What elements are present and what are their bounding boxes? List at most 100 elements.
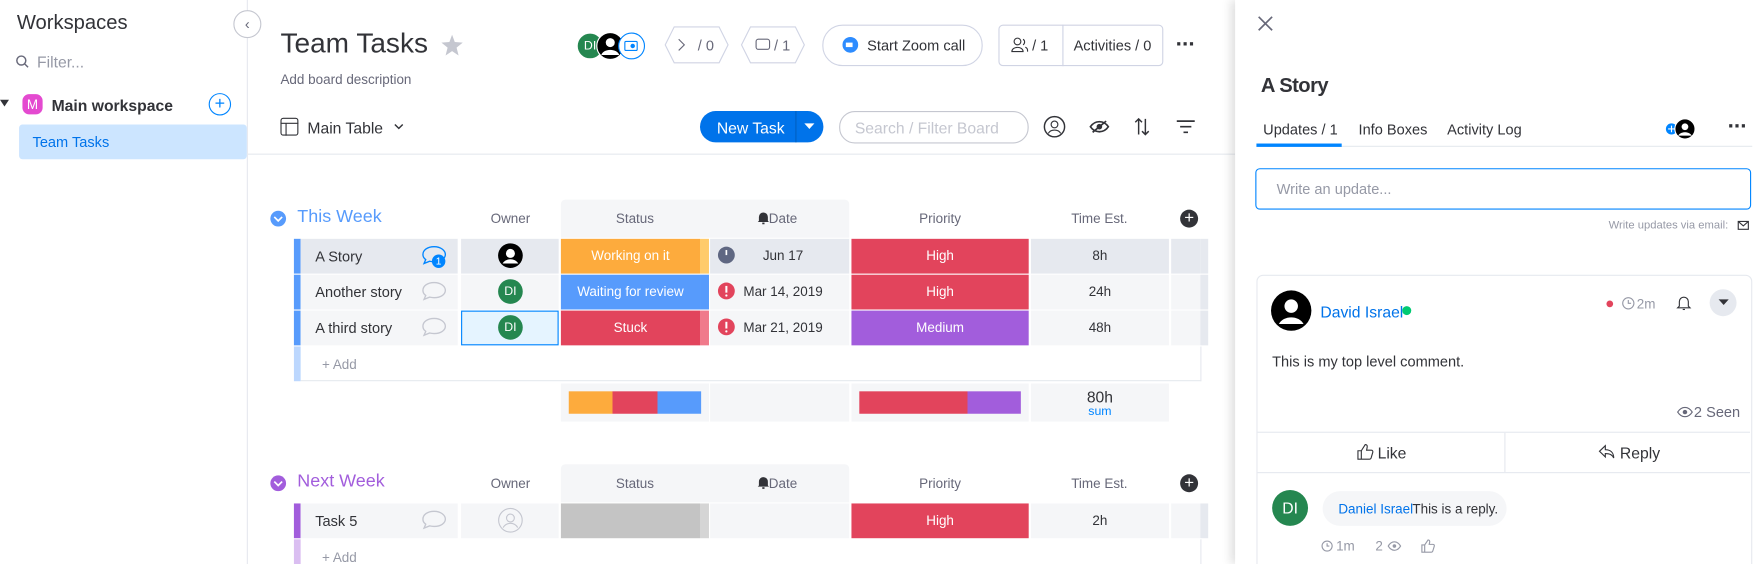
workspace-name[interactable]: Main workspace xyxy=(51,96,173,115)
time-cell[interactable]: 2h xyxy=(1030,503,1169,539)
status-summary xyxy=(568,391,702,414)
hide-icon[interactable] xyxy=(1089,120,1110,133)
summary-label: sum xyxy=(1088,404,1112,419)
updates-count[interactable]: 1 xyxy=(431,254,446,268)
end-cell xyxy=(1171,503,1201,539)
subscribers-icon[interactable] xyxy=(1665,118,1696,140)
more-menu[interactable]: ··· xyxy=(1175,32,1196,58)
person-filter[interactable] xyxy=(1043,115,1066,138)
board-item[interactable] xyxy=(19,124,247,160)
status-cell[interactable] xyxy=(560,503,701,539)
members-count: / 1 xyxy=(1032,37,1049,54)
zoom-button[interactable] xyxy=(822,24,983,67)
integrations-button[interactable] xyxy=(664,26,729,64)
add-row[interactable] xyxy=(300,346,1202,382)
star-icon[interactable] xyxy=(441,34,463,56)
column-header: Owner xyxy=(490,475,531,492)
zoom-label[interactable]: Start Zoom call xyxy=(867,37,966,54)
author-avatar[interactable] xyxy=(1271,290,1312,331)
item-name[interactable]: Task 5 xyxy=(315,512,358,530)
board-name[interactable]: Team Tasks xyxy=(32,133,110,151)
reply-seen-count[interactable]: 2 xyxy=(1375,538,1383,554)
date[interactable]: Mar 21, 2019 xyxy=(743,319,823,336)
date[interactable]: Mar 14, 2019 xyxy=(743,283,823,300)
status-cell[interactable]: Working on it xyxy=(560,238,701,274)
item-name[interactable]: Another story xyxy=(315,283,402,301)
end-cell xyxy=(1200,503,1209,539)
dropdown-arrow[interactable] xyxy=(804,123,815,130)
column-header: Time Est. xyxy=(1071,475,1128,492)
time-cell[interactable]: 48h xyxy=(1030,310,1169,346)
add-column[interactable]: + xyxy=(1180,209,1199,228)
status-cell[interactable]: Stuck xyxy=(560,310,701,346)
board-description[interactable]: Add board description xyxy=(280,71,412,88)
reply-icon[interactable] xyxy=(1598,444,1615,459)
header-bg xyxy=(560,199,850,238)
name-cell xyxy=(300,274,458,310)
filter-icon[interactable] xyxy=(1176,120,1195,134)
reply-avatar[interactable]: DI xyxy=(1272,489,1309,526)
divider xyxy=(1504,432,1506,473)
group-toggle[interactable] xyxy=(270,475,287,492)
group-toggle[interactable] xyxy=(270,210,287,227)
owner-avatar[interactable]: DI xyxy=(498,279,523,304)
new-task-button[interactable] xyxy=(700,111,824,143)
row-marker xyxy=(293,310,301,346)
post-menu[interactable] xyxy=(1709,289,1737,317)
add-button[interactable]: + xyxy=(208,93,232,116)
panel-menu[interactable]: ··· xyxy=(1727,114,1748,140)
tab[interactable]: Activity Log xyxy=(1447,121,1522,138)
search-input[interactable] xyxy=(839,111,1029,144)
row-marker xyxy=(293,238,301,274)
column-header: Owner xyxy=(490,210,531,227)
item-name[interactable]: A third story xyxy=(315,319,393,337)
add-item[interactable]: + Add xyxy=(321,549,357,564)
priority-cell[interactable]: High xyxy=(851,503,1029,539)
priority-cell[interactable]: Medium xyxy=(851,310,1029,346)
update-input[interactable] xyxy=(1255,168,1752,210)
post-author[interactable]: David Israel xyxy=(1320,302,1404,321)
email-icon[interactable] xyxy=(1737,220,1749,230)
collapse-button[interactable]: ‹ xyxy=(233,10,262,39)
post-time: 2m xyxy=(1636,296,1656,312)
reply-bubble xyxy=(1322,491,1507,526)
new-task-label[interactable]: New Task xyxy=(716,118,785,137)
seen-count[interactable]: 2 Seen xyxy=(1693,403,1741,421)
bell-icon[interactable] xyxy=(1676,295,1692,311)
email-hint[interactable]: Write updates via email: xyxy=(1608,219,1729,233)
sort-icon[interactable] xyxy=(1134,117,1150,136)
column-header: Priority xyxy=(919,475,962,492)
priority-cell[interactable]: High xyxy=(851,274,1029,310)
automations-button[interactable] xyxy=(740,26,805,64)
reply-author[interactable]: Daniel Israel xyxy=(1338,501,1414,517)
owner-avatar[interactable]: DI xyxy=(498,315,523,340)
add-item[interactable]: + Add xyxy=(321,356,357,373)
close-button[interactable] xyxy=(1258,16,1273,31)
reply-button[interactable]: Reply xyxy=(1619,444,1661,462)
like-icon[interactable] xyxy=(1421,539,1435,553)
tab[interactable]: Info Boxes xyxy=(1358,121,1428,138)
like-icon[interactable] xyxy=(1357,444,1374,460)
item-name[interactable]: A Story xyxy=(315,247,363,265)
status-cell[interactable]: Waiting for review xyxy=(560,274,701,310)
activities-count[interactable]: Activities / 0 xyxy=(1073,37,1152,54)
update-placeholder: Write an update... xyxy=(1276,180,1392,198)
add-column[interactable]: + xyxy=(1180,474,1199,493)
like-button[interactable]: Like xyxy=(1377,444,1407,462)
time-total: 80h xyxy=(1086,387,1114,406)
members-box[interactable] xyxy=(998,24,1164,67)
viewer-icon[interactable] xyxy=(618,32,646,60)
group-name[interactable]: Next Week xyxy=(297,472,385,492)
add-row[interactable] xyxy=(301,539,1202,564)
group-name[interactable]: This Week xyxy=(297,207,382,227)
time-cell[interactable]: 8h xyxy=(1030,238,1169,274)
priority-cell[interactable]: High xyxy=(851,238,1029,274)
unread-dot xyxy=(1606,300,1614,308)
filter-input[interactable]: Filter... xyxy=(37,52,85,71)
time-cell[interactable]: 24h xyxy=(1030,274,1169,310)
date[interactable]: Jun 17 xyxy=(762,247,804,264)
view-name[interactable]: Main Table xyxy=(307,118,384,137)
tab[interactable]: Updates / 1 xyxy=(1263,121,1338,138)
seen-icon xyxy=(1677,406,1693,418)
toolbar-divider xyxy=(247,153,1236,155)
